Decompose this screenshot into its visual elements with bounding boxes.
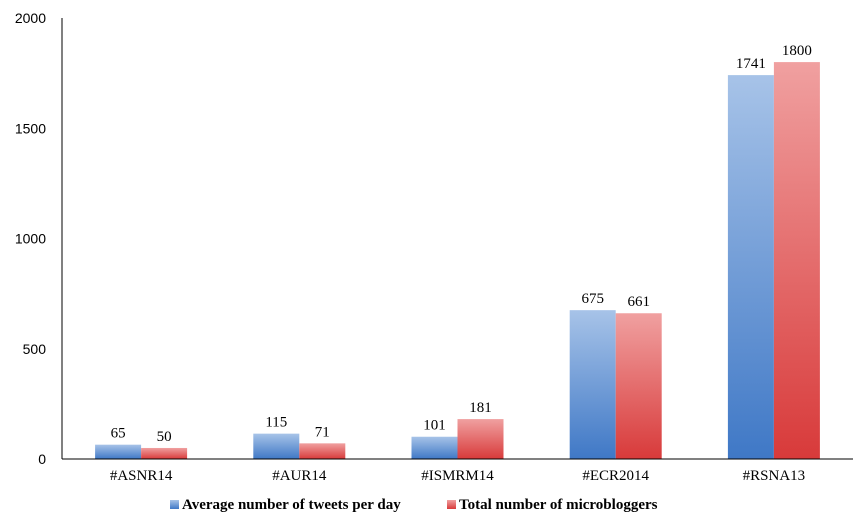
legend-swatch-1 xyxy=(447,500,456,509)
data-label: 675 xyxy=(581,291,604,307)
bar-tweets-per-day-2 xyxy=(411,436,458,459)
y-tick-label: 0 xyxy=(38,451,46,467)
x-tick-label: #ECR2014 xyxy=(582,468,649,484)
data-label: 71 xyxy=(315,424,330,440)
y-tick-label: 2000 xyxy=(15,10,46,26)
y-tick-label: 500 xyxy=(23,341,47,357)
bar-tweets-per-day-1 xyxy=(253,433,300,459)
data-label: 181 xyxy=(469,400,492,416)
x-tick-label: #ASNR14 xyxy=(110,468,173,484)
bar-tweets-per-day-0 xyxy=(95,444,142,459)
x-axis-ticks: #ASNR14 #AUR14 #ISMRM14 #ECR2014 #RSNA13 xyxy=(110,468,805,484)
data-labels: 65 50 115 71 101 181 675 661 1741 1800 xyxy=(111,43,812,445)
data-label: 115 xyxy=(265,415,287,431)
x-tick-label: #ISMRM14 xyxy=(421,468,494,484)
bar-microbloggers-1 xyxy=(299,443,346,459)
bar-microbloggers-3 xyxy=(615,313,662,459)
data-label: 65 xyxy=(111,426,126,442)
bar-tweets-per-day-4 xyxy=(727,75,774,459)
data-label: 1741 xyxy=(736,56,766,72)
data-label: 1800 xyxy=(782,43,812,59)
y-tick-label: 1500 xyxy=(15,120,46,136)
bar-microbloggers-0 xyxy=(141,447,188,459)
y-axis-ticks: 0 500 1000 1500 2000 xyxy=(15,10,46,467)
legend: Average number of tweets per day Total nu… xyxy=(170,497,658,513)
bar-tweets-per-day-3 xyxy=(569,310,616,459)
data-label: 101 xyxy=(423,418,446,434)
legend-label: Average number of tweets per day xyxy=(182,497,401,513)
bar-microbloggers-4 xyxy=(773,62,820,459)
legend-label: Total number of microbloggers xyxy=(459,497,658,513)
x-tick-label: #RSNA13 xyxy=(743,468,806,484)
data-label: 661 xyxy=(627,294,650,310)
x-tick-label: #AUR14 xyxy=(272,468,327,484)
legend-swatch-0 xyxy=(170,500,179,509)
bar-microbloggers-2 xyxy=(457,419,504,459)
y-tick-label: 1000 xyxy=(15,231,46,247)
bars xyxy=(95,62,820,459)
data-label: 50 xyxy=(157,429,172,445)
